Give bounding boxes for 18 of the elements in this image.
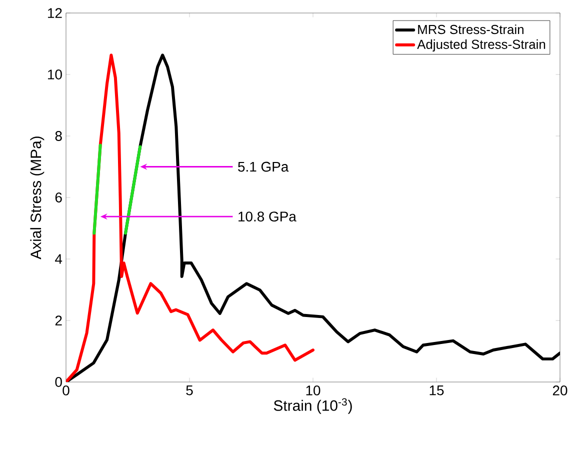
y-tick-label: 4	[55, 254, 62, 264]
x-tick-label: 5	[186, 386, 193, 396]
annotation: 5.1 GPa	[238, 162, 289, 172]
x-tick-label: 0	[62, 386, 70, 396]
x-axis-title: Strain (10$^{-3}$)	[274, 398, 352, 414]
x-tick-label: 10	[306, 386, 320, 396]
y-tick-label: 6	[55, 192, 62, 202]
y-tick-label: 12	[48, 8, 62, 18]
y-tick-label: 0	[55, 377, 62, 387]
x-tick-label: 15	[430, 386, 444, 396]
y-tick-label: 8	[55, 131, 62, 141]
annotation: 10.8 GPa	[238, 212, 296, 222]
legend-label: Adjusted Stress-Strain	[417, 39, 546, 52]
legend-label: MRS Stress-Strain	[418, 24, 524, 34]
y-tick-label: 10	[48, 70, 62, 80]
y-tick-label: 2	[55, 316, 62, 326]
x-tick-label: 20	[552, 386, 568, 396]
y-axis-title: Axial Stress (MPa)	[30, 136, 44, 260]
